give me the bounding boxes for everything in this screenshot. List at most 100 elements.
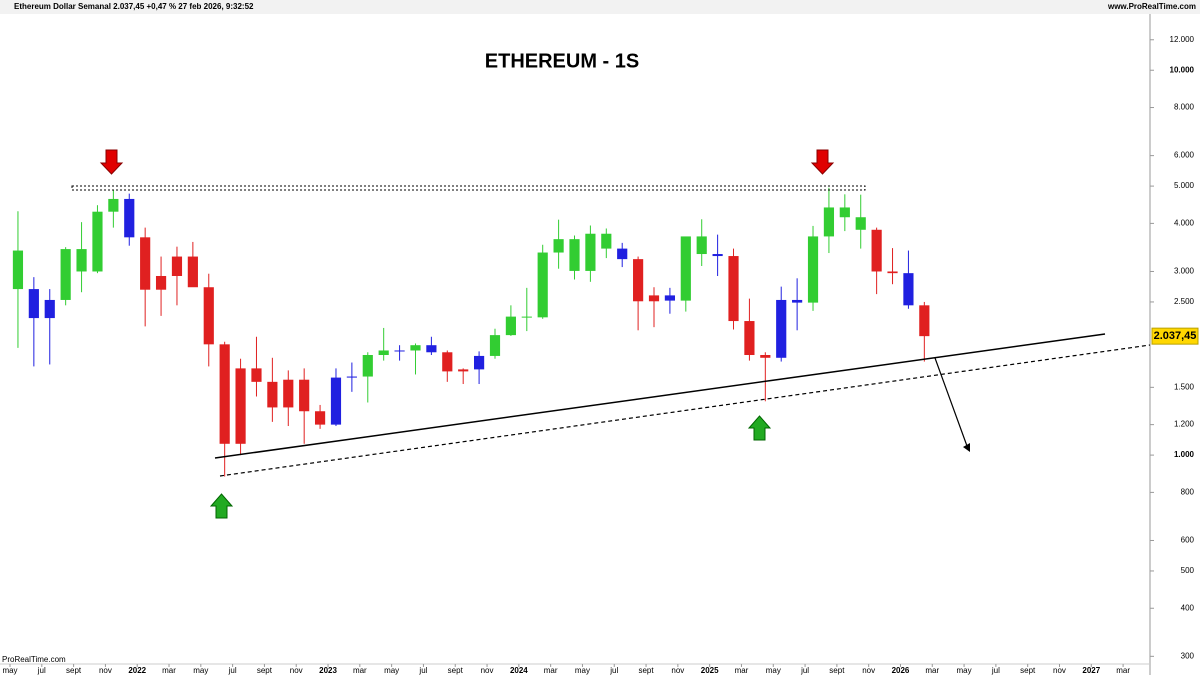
candle-body bbox=[410, 345, 421, 351]
x-tick-label: mar bbox=[353, 666, 367, 675]
down-arrow bbox=[810, 149, 835, 175]
x-tick-label: nov bbox=[862, 666, 875, 675]
candle-body bbox=[474, 355, 485, 370]
candle-body bbox=[219, 344, 230, 444]
x-tick-label: 2025 bbox=[701, 666, 719, 675]
candle-body bbox=[887, 271, 898, 274]
y-tick-label: 500 bbox=[1181, 566, 1195, 575]
x-tick-label: 2027 bbox=[1082, 666, 1100, 675]
x-tick-label: nov bbox=[99, 666, 112, 675]
price-label: 2.037,45 bbox=[1154, 330, 1197, 342]
candle-body bbox=[203, 287, 214, 345]
candle-body bbox=[12, 250, 24, 290]
candle-body bbox=[617, 248, 628, 260]
x-tick-label: sept bbox=[1020, 666, 1036, 675]
candle-body bbox=[108, 198, 119, 212]
candle-body bbox=[299, 379, 310, 412]
x-tick-label: 2026 bbox=[892, 666, 910, 675]
candle-body bbox=[633, 259, 644, 302]
y-tick-label: 800 bbox=[1181, 488, 1195, 497]
x-tick-label: sept bbox=[66, 666, 82, 675]
y-tick-label: 1.200 bbox=[1174, 420, 1195, 429]
resistance-zone bbox=[71, 185, 866, 191]
candle-body bbox=[442, 352, 453, 372]
candle-body bbox=[919, 305, 930, 337]
candle-body bbox=[346, 376, 357, 378]
up-arrow bbox=[747, 415, 772, 441]
candle-body bbox=[505, 316, 516, 336]
candle-body bbox=[728, 256, 739, 322]
x-tick-label: may bbox=[384, 666, 399, 675]
header-bar bbox=[0, 0, 1200, 14]
candle-body bbox=[235, 368, 246, 444]
candles bbox=[12, 187, 930, 477]
candle-body bbox=[664, 295, 675, 301]
x-tick-label: jul bbox=[800, 666, 809, 675]
candle-body bbox=[76, 249, 87, 272]
candle-body bbox=[155, 275, 167, 290]
candle-body bbox=[855, 217, 866, 230]
candle-body bbox=[283, 379, 294, 408]
candle-body bbox=[903, 273, 914, 306]
chart-title: ETHEREUM - 1S bbox=[485, 50, 639, 72]
y-tick-label: 6.000 bbox=[1174, 151, 1195, 160]
y-tick-label: 300 bbox=[1181, 651, 1195, 660]
candle-body bbox=[585, 233, 596, 271]
x-tick-label: mar bbox=[1116, 666, 1130, 675]
y-tick-label: 600 bbox=[1181, 536, 1195, 545]
candle-body bbox=[871, 229, 882, 272]
y-tick-label: 4.000 bbox=[1174, 218, 1195, 227]
x-tick-label: sept bbox=[257, 666, 273, 675]
up-arrow bbox=[209, 493, 234, 519]
candle-body bbox=[569, 239, 580, 271]
y-tick-label: 1.000 bbox=[1174, 450, 1195, 459]
candle-body bbox=[521, 316, 532, 318]
candle-body bbox=[378, 350, 389, 356]
x-tick-label: mar bbox=[544, 666, 558, 675]
trend-line-dashed bbox=[219, 344, 1151, 477]
candle-body bbox=[680, 236, 691, 301]
x-tick-label: jul bbox=[991, 666, 1000, 675]
candle-body bbox=[839, 207, 850, 218]
x-tick-label: sept bbox=[448, 666, 464, 675]
y-tick-label: 12.000 bbox=[1170, 35, 1195, 44]
trend-line bbox=[214, 333, 1106, 459]
x-tick-label: may bbox=[957, 666, 972, 675]
x-tick-label: sept bbox=[638, 666, 654, 675]
candle-body bbox=[394, 350, 405, 352]
y-tick-label: 1.500 bbox=[1174, 382, 1195, 391]
x-tick-label: jul bbox=[418, 666, 427, 675]
candle-body bbox=[712, 254, 723, 257]
y-tick-label: 3.000 bbox=[1174, 267, 1195, 276]
candle-body bbox=[92, 211, 103, 272]
candle-body bbox=[648, 295, 660, 302]
candle-body bbox=[537, 252, 548, 318]
x-tick-label: nov bbox=[481, 666, 494, 675]
candle-body bbox=[458, 369, 469, 372]
candle-body bbox=[124, 198, 135, 238]
candle-body bbox=[776, 299, 787, 358]
candle-body bbox=[314, 411, 326, 425]
x-tick-label: 2023 bbox=[319, 666, 337, 675]
source-text: www.ProRealTime.com bbox=[1107, 2, 1196, 11]
candle-body bbox=[601, 233, 612, 249]
candle-body bbox=[330, 377, 342, 425]
x-tick-label: 2024 bbox=[510, 666, 528, 675]
x-tick-label: jul bbox=[37, 666, 46, 675]
candle-body bbox=[171, 256, 183, 276]
x-tick-label: sept bbox=[829, 666, 845, 675]
candle-body bbox=[187, 256, 198, 288]
candle-body bbox=[267, 381, 278, 408]
y-tick-label: 2.500 bbox=[1174, 297, 1195, 306]
x-tick-label: mar bbox=[735, 666, 749, 675]
x-tick-label: nov bbox=[671, 666, 684, 675]
x-tick-label: mar bbox=[925, 666, 939, 675]
price-label-box bbox=[1151, 327, 1199, 345]
projection-arrow-head bbox=[963, 443, 970, 452]
candle-body bbox=[744, 321, 755, 356]
candle-body bbox=[760, 355, 771, 358]
down-arrow bbox=[99, 149, 124, 175]
x-tick-label: mar bbox=[162, 666, 176, 675]
candle-body bbox=[44, 299, 55, 319]
